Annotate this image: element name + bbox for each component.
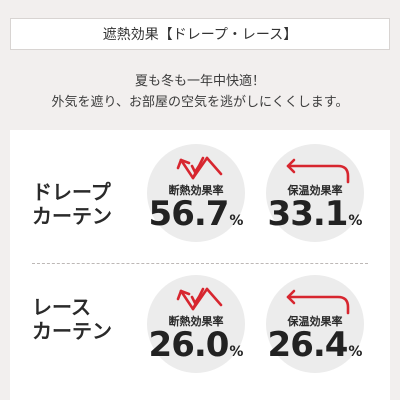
metric-circle-lace-retention: 保温効果率 26.4% [266,275,364,373]
row-divider [32,263,368,264]
tagline-line-2: 外気を遮り、お部屋の空気を逃がしにくくします。 [51,95,349,110]
metric-label: 断熱効果率 [168,315,224,328]
page-title: 遮熱効果【ドレープ・レース】 [102,27,298,43]
header-box: 遮熱効果【ドレープ・レース】 [10,18,390,50]
metric-number: 26.0 [148,325,230,365]
metric-value: 33.1% [266,194,364,234]
metric-value: 56.7% [147,194,245,234]
metric-label: 断熱効果率 [168,184,224,197]
row-label-drape: ドレープ カーテン [32,180,112,228]
metric-number: 26.4 [267,325,349,365]
metric-unit: % [348,213,363,229]
metric-circle-lace-insulation: 断熱効果率 26.0% [147,275,245,373]
row-label-lace-line1: レース [32,295,91,319]
metric-label: 保温効果率 [287,315,343,328]
row-label-lace: レース カーテン [32,295,112,343]
metric-unit: % [229,213,244,229]
metric-value: 26.4% [266,325,364,365]
metric-circle-drape-insulation: 断熱効果率 56.7% [147,144,245,242]
heat-shield-arrows-icon [176,287,223,311]
metric-number: 56.7 [148,194,230,234]
comparison-panel: ドレープ カーテン 断熱効果率 56.7% 保温効果率 33.1% [10,130,390,400]
row-label-lace-line2: カーテン [32,319,112,343]
metric-circle-drape-retention: 保温効果率 33.1% [266,144,364,242]
row-label-drape-line2: カーテン [32,204,112,228]
heat-shield-arrows-icon [176,156,223,180]
metric-unit: % [229,344,244,360]
tagline-line-1: 夏も冬も一年中快適！ [134,74,265,89]
heat-retention-arrow-icon [286,158,350,184]
metric-unit: % [348,344,363,360]
metric-number: 33.1 [267,194,349,234]
heat-retention-arrow-icon [286,289,350,315]
metric-label: 保温効果率 [287,184,343,197]
row-label-drape-line1: ドレープ [32,180,111,204]
metric-value: 26.0% [147,325,245,365]
